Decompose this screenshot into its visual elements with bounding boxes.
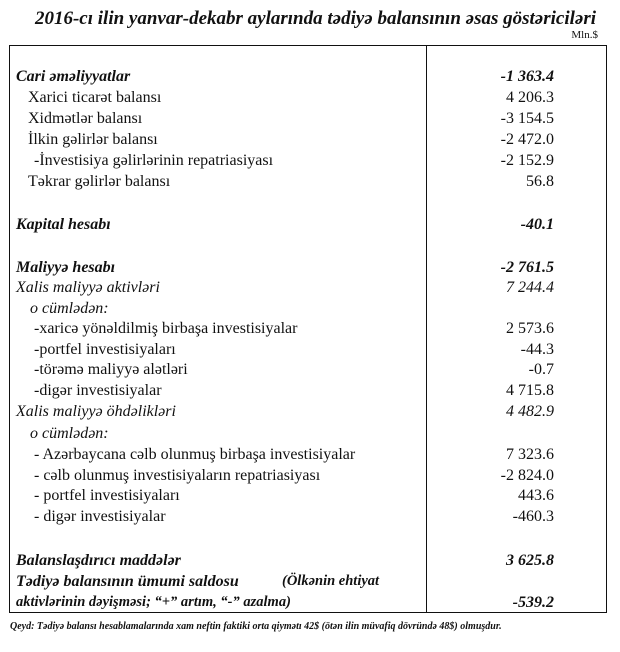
row-label: - Azərbaycana cəlb olunmuş birbaşa inves… xyxy=(34,446,356,463)
row-label: Təkrar gəlirlər balansı xyxy=(28,173,171,190)
row-label: -portfel investisiyaları xyxy=(34,341,176,358)
row-value: -2 761.5 xyxy=(500,259,554,276)
table-row: -İnvestisiya gəlirlərinin repatriasiyası… xyxy=(10,150,608,171)
row-value: 2 573.6 xyxy=(506,320,554,337)
row-label: - portfel investisiyaları xyxy=(34,487,180,504)
table-row: Cari əməliyyatlar -1 363.4 xyxy=(10,66,608,87)
row-label: -İnvestisiya gəlirlərinin repatriasiyası xyxy=(34,152,274,169)
row-value: -1 363.4 xyxy=(500,68,554,85)
balance-table: Cari əməliyyatlar -1 363.4 Xarici ticarət … xyxy=(9,45,607,613)
table-row: - portfel investisiyaları 443.6 xyxy=(10,485,608,506)
row-value: -2 824.0 xyxy=(500,467,554,484)
row-label: Balanslaşdırıcı maddələr xyxy=(16,552,181,569)
table-row: -törəmə maliyyə alətləri -0.7 xyxy=(10,359,608,380)
footnote: Qeyd: Tədiyə balansı hesablamalarında xa… xyxy=(10,621,502,632)
row-value: 7 244.4 xyxy=(506,279,554,296)
table-row: Tədiyə balansının ümumi saldosu (Ölkənin … xyxy=(10,571,608,592)
row-label-note: (Ölkənin ehtiyat xyxy=(282,573,380,589)
row-value: 7 323.6 xyxy=(506,446,554,463)
row-value: -44.3 xyxy=(520,341,554,358)
row-value: 56.8 xyxy=(526,173,554,190)
table-row: Xidmətlər balansı -3 154.5 xyxy=(10,108,608,129)
row-label: Xarici ticarət balansı xyxy=(28,89,162,106)
row-label: -xaricə yönəldilmiş birbaşa investisiyal… xyxy=(34,320,298,337)
row-label: aktivlərinin dəyişməsi; “+” artım, “-” a… xyxy=(16,594,291,610)
row-value: -2 152.9 xyxy=(500,152,554,169)
row-label: - digər investisiyalar xyxy=(34,508,166,525)
table-row: -portfel investisiyaları -44.3 xyxy=(10,339,608,360)
row-label: Maliyyə hesabı xyxy=(16,259,116,276)
table-row: o cümlədən: xyxy=(10,298,608,319)
row-label: Kapital hesabı xyxy=(16,216,111,233)
table-row: Xalis maliyyə aktivləri 7 244.4 xyxy=(10,277,608,298)
row-value: 4 715.8 xyxy=(506,382,554,399)
row-value: -0.7 xyxy=(528,361,554,378)
table-row: İlkin gəlirlər balansı -2 472.0 xyxy=(10,129,608,150)
row-value: 4 482.9 xyxy=(506,403,554,420)
table-row: - digər investisiyalar -460.3 xyxy=(10,506,608,527)
row-value: -3 154.5 xyxy=(500,110,554,127)
row-label: o cümlədən: xyxy=(30,425,109,442)
unit-label: Mln.$ xyxy=(571,29,598,41)
page-title: 2016-cı ilin yanvar-dekabr aylarında təd… xyxy=(34,8,596,29)
row-value: 443.6 xyxy=(518,487,554,504)
row-label: - cəlb olunmuş investisiyaların repatria… xyxy=(34,467,321,484)
row-label: Cari əməliyyatlar xyxy=(16,68,131,85)
table-row: -xaricə yönəldilmiş birbaşa investisiyal… xyxy=(10,318,608,339)
row-label: Xidmətlər balansı xyxy=(28,110,143,127)
table-row: o cümlədən: xyxy=(10,423,608,444)
table-row: aktivlərinin dəyişməsi; “+” artım, “-” a… xyxy=(10,592,608,613)
row-value: -460.3 xyxy=(512,508,554,525)
row-label: İlkin gəlirlər balansı xyxy=(28,131,158,148)
table-row: - Azərbaycana cəlb olunmuş birbaşa inves… xyxy=(10,444,608,465)
table-row: Xalis maliyyə öhdəlikləri 4 482.9 xyxy=(10,401,608,422)
row-value: 4 206.3 xyxy=(506,89,554,106)
column-divider xyxy=(426,46,427,612)
table-row: Kapital hesabı -40.1 xyxy=(10,214,608,235)
table-row: Balanslaşdırıcı maddələr 3 625.8 xyxy=(10,550,608,571)
row-label: o cümlədən: xyxy=(30,300,109,317)
row-label: Xalis maliyyə aktivləri xyxy=(16,279,160,296)
row-label: -digər investisiyalar xyxy=(34,382,162,399)
table-row: Maliyyə hesabı -2 761.5 xyxy=(10,257,608,278)
row-value: -539.2 xyxy=(512,594,554,611)
table-row: Təkrar gəlirlər balansı 56.8 xyxy=(10,171,608,192)
row-value: -2 472.0 xyxy=(500,131,554,148)
row-value: -40.1 xyxy=(520,216,554,233)
table-row: - cəlb olunmuş investisiyaların repatria… xyxy=(10,465,608,486)
row-value: 3 625.8 xyxy=(506,552,554,569)
row-label: Xalis maliyyə öhdəlikləri xyxy=(16,403,176,420)
row-label: Tədiyə balansının ümumi saldosu xyxy=(16,573,239,590)
table-row: Xarici ticarət balansı 4 206.3 xyxy=(10,87,608,108)
row-label: -törəmə maliyyə alətləri xyxy=(34,361,188,378)
table-row: -digər investisiyalar 4 715.8 xyxy=(10,380,608,401)
